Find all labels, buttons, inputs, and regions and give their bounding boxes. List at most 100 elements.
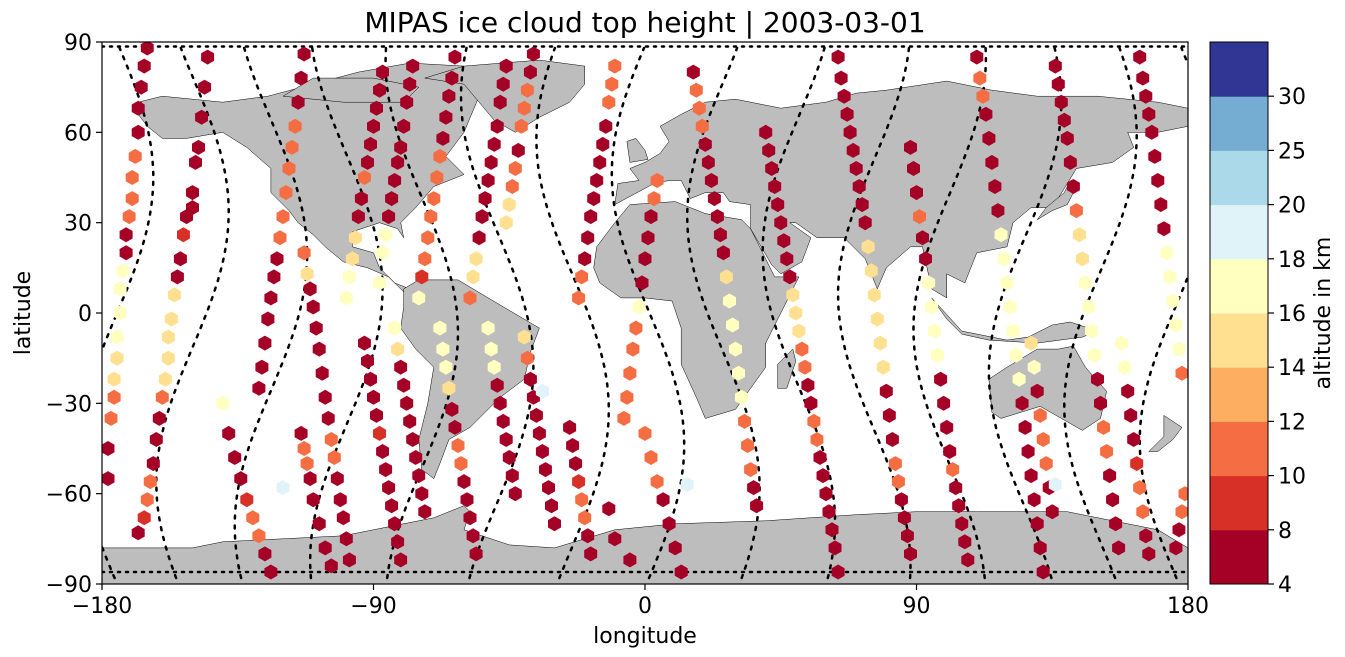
cloud-point	[581, 230, 595, 246]
cloud-point-layer	[102, 42, 1188, 580]
cloud-point	[792, 323, 806, 339]
cloud-point	[1085, 323, 1098, 339]
cloud-point	[940, 419, 954, 435]
cloud-point	[1033, 540, 1047, 556]
cloud-point	[330, 471, 344, 487]
x-tick-label: 0	[638, 594, 652, 619]
cloud-point	[252, 528, 266, 544]
orbit-track	[459, 46, 535, 580]
cloud-point	[1063, 154, 1077, 170]
cloud-point	[979, 106, 993, 122]
cloud-point	[774, 215, 788, 231]
cloud-point	[391, 534, 405, 550]
cloud-point	[698, 136, 712, 152]
cloud-point	[508, 486, 522, 502]
orbit-track	[102, 46, 155, 580]
cloud-point	[1094, 395, 1107, 411]
cloud-point	[1027, 359, 1041, 375]
cloud-point	[391, 341, 405, 357]
cloud-point	[873, 335, 887, 351]
cloud-point	[807, 413, 821, 429]
cloud-point	[638, 251, 652, 267]
cloud-point	[907, 161, 920, 176]
cloud-point	[448, 419, 462, 435]
cloud-point	[680, 477, 694, 493]
cloud-point	[650, 474, 664, 490]
cloud-point	[164, 311, 178, 327]
cloud-point	[1139, 528, 1153, 544]
cloud-point	[403, 76, 417, 92]
cloud-point	[674, 564, 688, 580]
cloud-point	[545, 498, 558, 514]
cloud-point	[958, 534, 972, 550]
cloud-point	[1127, 432, 1141, 447]
cloud-point	[258, 546, 272, 562]
cloud-point	[834, 70, 848, 86]
orbit-track	[155, 46, 230, 580]
cloud-point	[1175, 365, 1188, 381]
cloud-point	[937, 395, 951, 411]
cloud-point	[783, 269, 797, 285]
colorbar-segment	[1210, 367, 1268, 422]
cloud-point	[1024, 335, 1038, 351]
cloud-point	[177, 227, 190, 243]
colorbar-tick-label: 18	[1278, 248, 1306, 273]
cloud-point	[804, 395, 818, 411]
cloud-point	[840, 106, 854, 122]
cloud-point	[620, 389, 634, 405]
cloud-point	[505, 468, 519, 484]
cloud-point	[629, 320, 643, 336]
cloud-point	[140, 492, 154, 508]
cloud-point	[143, 474, 157, 490]
cloud-point	[692, 100, 706, 116]
cloud-point	[1000, 275, 1014, 291]
cloud-point	[261, 311, 275, 327]
orbit-track	[233, 46, 309, 580]
cloud-point	[904, 546, 917, 562]
cloud-point	[364, 136, 377, 152]
cloud-point	[496, 413, 510, 429]
cloud-point	[798, 359, 812, 375]
cloud-point	[445, 70, 459, 86]
cloud-point	[1166, 293, 1180, 309]
cloud-point	[916, 230, 929, 246]
cloud-point	[342, 552, 356, 568]
cloud-point	[1048, 477, 1062, 493]
cloud-point	[294, 425, 308, 441]
cloud-point	[644, 450, 658, 465]
cloud-point	[137, 58, 151, 74]
cloud-point	[994, 227, 1008, 243]
cloud-point	[1003, 299, 1017, 315]
cloud-point	[234, 471, 248, 487]
cloud-point	[1154, 197, 1168, 213]
cloud-point	[738, 413, 751, 429]
colorbar-tick-label: 30	[1278, 85, 1306, 110]
cloud-point	[297, 245, 311, 261]
cloud-point	[913, 209, 926, 225]
cloud-point	[535, 444, 549, 459]
cloud-point	[1145, 124, 1159, 140]
cloud-point	[897, 510, 911, 526]
cloud-point	[608, 531, 622, 547]
cloud-point	[107, 371, 121, 387]
cloud-point	[650, 173, 664, 188]
cloud-point	[481, 173, 495, 188]
cloud-point	[119, 245, 133, 261]
cloud-point	[155, 389, 169, 405]
cloud-point	[255, 359, 269, 375]
cloud-point	[502, 450, 516, 465]
land-madagascar	[777, 348, 797, 389]
cloud-point	[919, 251, 932, 267]
cloud-point	[300, 456, 314, 472]
colorbar-segment	[1210, 475, 1268, 531]
cloud-point	[1024, 468, 1038, 484]
cloud-point	[1136, 504, 1150, 520]
cloud-point	[922, 275, 936, 291]
cloud-point	[358, 170, 371, 185]
land-eurasia	[614, 80, 1188, 299]
cloud-point	[445, 401, 459, 417]
cloud-point	[1121, 383, 1135, 399]
cloud-point	[131, 124, 145, 140]
cloud-point	[569, 456, 583, 472]
cloud-point	[961, 552, 975, 568]
